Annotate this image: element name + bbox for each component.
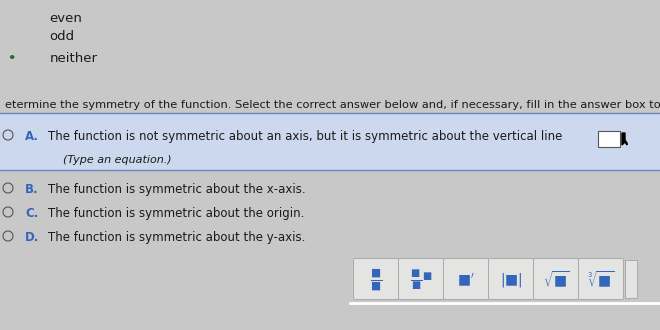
Text: B.: B. xyxy=(25,183,39,196)
Text: A.: A. xyxy=(25,130,39,143)
FancyBboxPatch shape xyxy=(598,131,620,147)
Text: etermine the symmetry of the function. Select the correct answer below and, if n: etermine the symmetry of the function. S… xyxy=(5,100,660,110)
Text: The function is symmetric about the x-axis.: The function is symmetric about the x-ax… xyxy=(48,183,306,196)
Text: $\sqrt{\blacksquare}$: $\sqrt{\blacksquare}$ xyxy=(543,270,570,290)
Text: •: • xyxy=(7,52,15,65)
Text: (Type an equation.): (Type an equation.) xyxy=(63,155,172,165)
Text: $\frac{\blacksquare\,}{\blacksquare}^{\blacksquare}$: $\frac{\blacksquare\,}{\blacksquare}^{\b… xyxy=(409,268,432,292)
Text: The function is symmetric about the origin.: The function is symmetric about the orig… xyxy=(48,207,304,220)
Text: The function is not symmetric about an axis, but it is symmetric about the verti: The function is not symmetric about an a… xyxy=(48,130,562,143)
Text: neither: neither xyxy=(50,52,98,65)
FancyBboxPatch shape xyxy=(533,258,579,300)
Polygon shape xyxy=(622,133,627,145)
FancyBboxPatch shape xyxy=(625,260,637,298)
Text: C.: C. xyxy=(25,207,38,220)
Text: odd: odd xyxy=(50,30,75,43)
Text: $\frac{\blacksquare}{\blacksquare}$: $\frac{\blacksquare}{\blacksquare}$ xyxy=(370,267,382,293)
Text: The function is symmetric about the y-axis.: The function is symmetric about the y-ax… xyxy=(48,231,306,244)
Text: $\sqrt[3]{\blacksquare}$: $\sqrt[3]{\blacksquare}$ xyxy=(587,270,614,290)
FancyBboxPatch shape xyxy=(399,258,444,300)
FancyBboxPatch shape xyxy=(444,258,488,300)
FancyBboxPatch shape xyxy=(0,113,660,170)
FancyBboxPatch shape xyxy=(354,258,399,300)
Text: even: even xyxy=(50,12,82,25)
Text: $\blacksquare'$: $\blacksquare'$ xyxy=(457,272,475,288)
FancyBboxPatch shape xyxy=(579,258,624,300)
Text: D.: D. xyxy=(25,231,40,244)
FancyBboxPatch shape xyxy=(488,258,533,300)
Text: $|\blacksquare|$: $|\blacksquare|$ xyxy=(500,271,522,289)
